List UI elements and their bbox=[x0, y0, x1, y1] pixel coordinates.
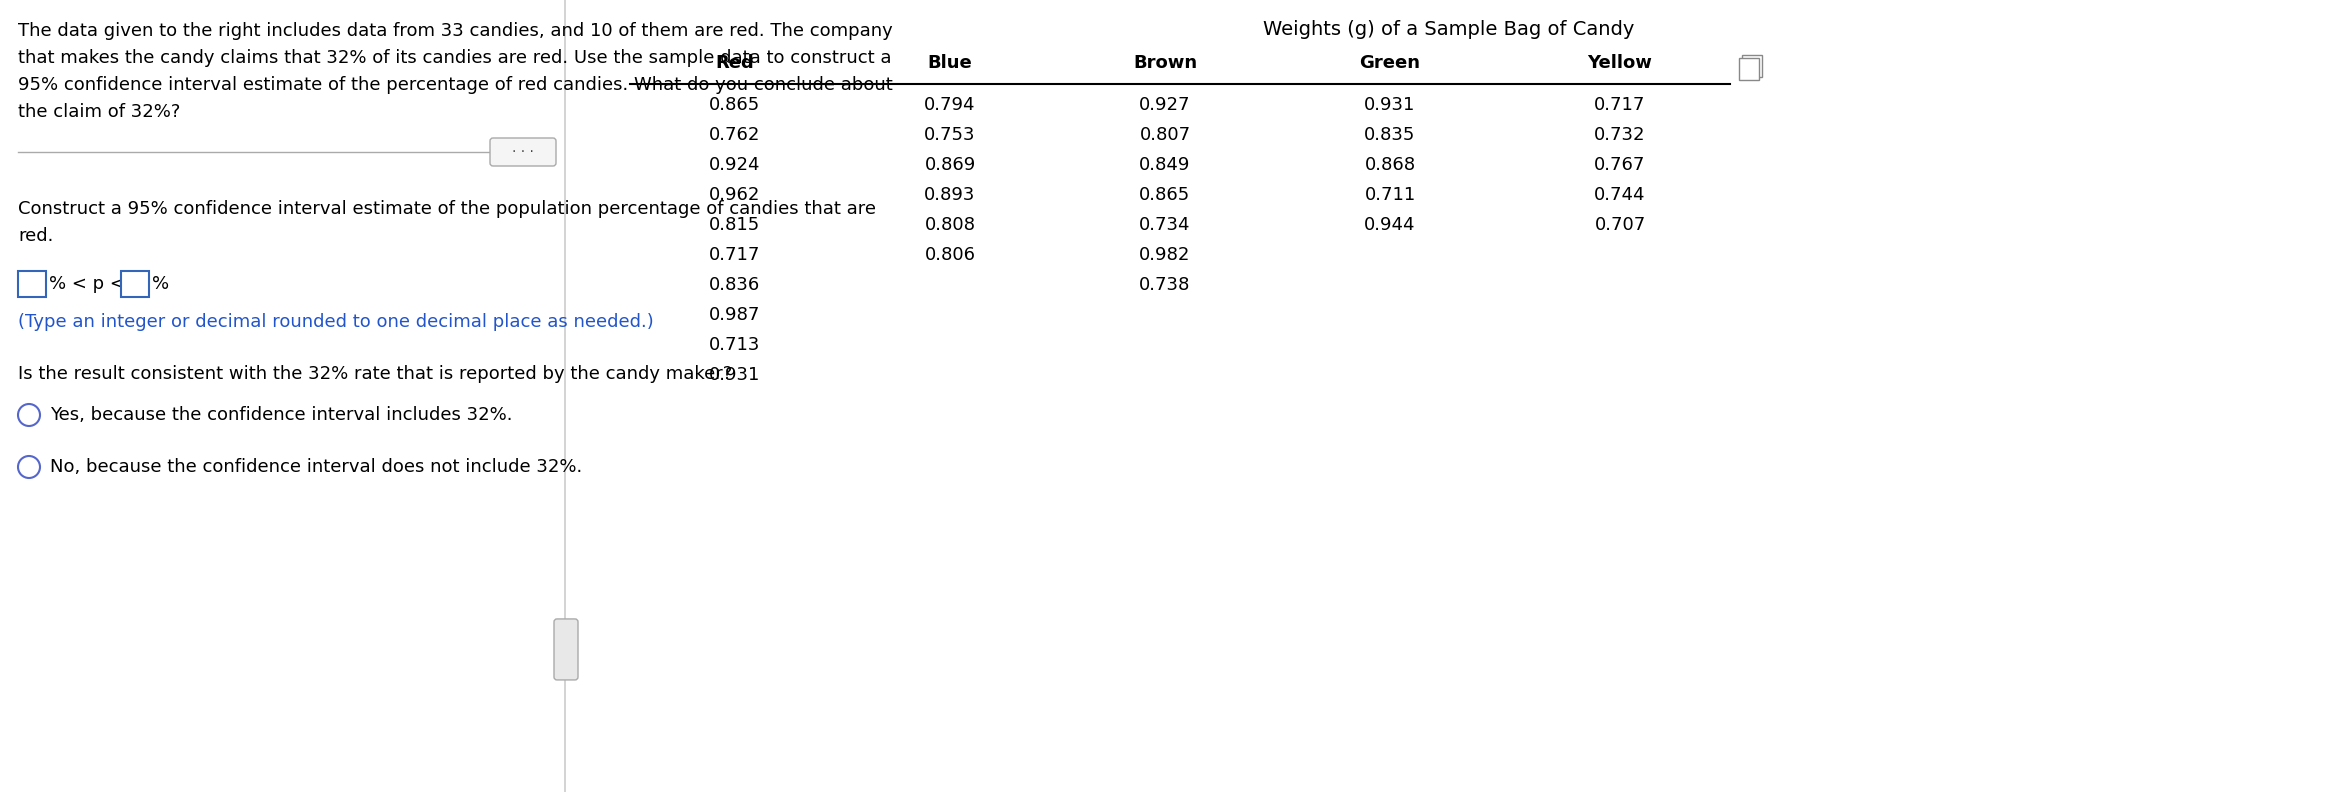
Text: 0.849: 0.849 bbox=[1140, 156, 1192, 174]
Text: Brown: Brown bbox=[1133, 54, 1196, 72]
Text: 0.836: 0.836 bbox=[709, 276, 760, 294]
Text: 0.744: 0.744 bbox=[1595, 186, 1646, 204]
Text: 0.807: 0.807 bbox=[1140, 126, 1192, 144]
Text: 0.982: 0.982 bbox=[1140, 246, 1192, 264]
Text: Construct a 95% confidence interval estimate of the population percentage of can: Construct a 95% confidence interval esti… bbox=[19, 200, 877, 218]
Text: Yellow: Yellow bbox=[1588, 54, 1653, 72]
Text: Yes, because the confidence interval includes 32%.: Yes, because the confidence interval inc… bbox=[49, 406, 513, 424]
Text: 0.732: 0.732 bbox=[1595, 126, 1646, 144]
Text: %: % bbox=[152, 275, 170, 293]
Text: 0.711: 0.711 bbox=[1364, 186, 1416, 204]
Circle shape bbox=[19, 404, 40, 426]
Text: 0.707: 0.707 bbox=[1595, 216, 1646, 234]
Text: 0.931: 0.931 bbox=[1364, 96, 1416, 114]
Text: 0.717: 0.717 bbox=[709, 246, 760, 264]
Text: 0.931: 0.931 bbox=[709, 366, 760, 384]
FancyBboxPatch shape bbox=[19, 271, 47, 297]
Text: 0.987: 0.987 bbox=[709, 306, 760, 324]
FancyBboxPatch shape bbox=[1740, 58, 1758, 80]
Circle shape bbox=[19, 456, 40, 478]
Text: 0.713: 0.713 bbox=[709, 336, 760, 354]
Text: 0.868: 0.868 bbox=[1364, 156, 1416, 174]
FancyBboxPatch shape bbox=[1742, 55, 1763, 77]
Text: 0.762: 0.762 bbox=[709, 126, 760, 144]
Text: 0.865: 0.865 bbox=[1140, 186, 1192, 204]
Text: 95% confidence interval estimate of the percentage of red candies. What do you c: 95% confidence interval estimate of the … bbox=[19, 76, 893, 94]
Text: Is the result consistent with the 32% rate that is reported by the candy maker?: Is the result consistent with the 32% ra… bbox=[19, 365, 732, 383]
FancyBboxPatch shape bbox=[555, 619, 578, 680]
Text: 0.808: 0.808 bbox=[923, 216, 975, 234]
Text: 0.924: 0.924 bbox=[709, 156, 760, 174]
Text: 0.806: 0.806 bbox=[923, 246, 975, 264]
FancyBboxPatch shape bbox=[121, 271, 149, 297]
Text: Green: Green bbox=[1360, 54, 1420, 72]
Text: the claim of 32%?: the claim of 32%? bbox=[19, 103, 180, 121]
Text: Blue: Blue bbox=[928, 54, 972, 72]
Text: The data given to the right includes data from 33 candies, and 10 of them are re: The data given to the right includes dat… bbox=[19, 22, 893, 40]
Text: · · ·: · · · bbox=[513, 145, 534, 159]
Text: No, because the confidence interval does not include 32%.: No, because the confidence interval does… bbox=[49, 458, 583, 476]
Text: 0.767: 0.767 bbox=[1595, 156, 1646, 174]
Text: 0.734: 0.734 bbox=[1140, 216, 1192, 234]
Text: red.: red. bbox=[19, 227, 54, 245]
Text: 0.869: 0.869 bbox=[923, 156, 975, 174]
Text: 0.717: 0.717 bbox=[1595, 96, 1646, 114]
Text: 0.815: 0.815 bbox=[709, 216, 760, 234]
Text: 0.835: 0.835 bbox=[1364, 126, 1416, 144]
Text: Red: Red bbox=[716, 54, 753, 72]
Text: 0.944: 0.944 bbox=[1364, 216, 1416, 234]
Text: 0.927: 0.927 bbox=[1140, 96, 1192, 114]
Text: 0.738: 0.738 bbox=[1140, 276, 1192, 294]
Text: % < p <: % < p < bbox=[49, 275, 126, 293]
Text: Weights (g) of a Sample Bag of Candy: Weights (g) of a Sample Bag of Candy bbox=[1264, 20, 1635, 39]
Text: 0.962: 0.962 bbox=[709, 186, 760, 204]
Text: 0.893: 0.893 bbox=[923, 186, 975, 204]
FancyBboxPatch shape bbox=[490, 138, 555, 166]
Text: that makes the candy claims that 32% of its candies are red. Use the sample data: that makes the candy claims that 32% of … bbox=[19, 49, 891, 67]
Text: (Type an integer or decimal rounded to one decimal place as needed.): (Type an integer or decimal rounded to o… bbox=[19, 313, 653, 331]
Text: 0.753: 0.753 bbox=[923, 126, 975, 144]
Text: 0.865: 0.865 bbox=[709, 96, 760, 114]
Text: 0.794: 0.794 bbox=[923, 96, 975, 114]
